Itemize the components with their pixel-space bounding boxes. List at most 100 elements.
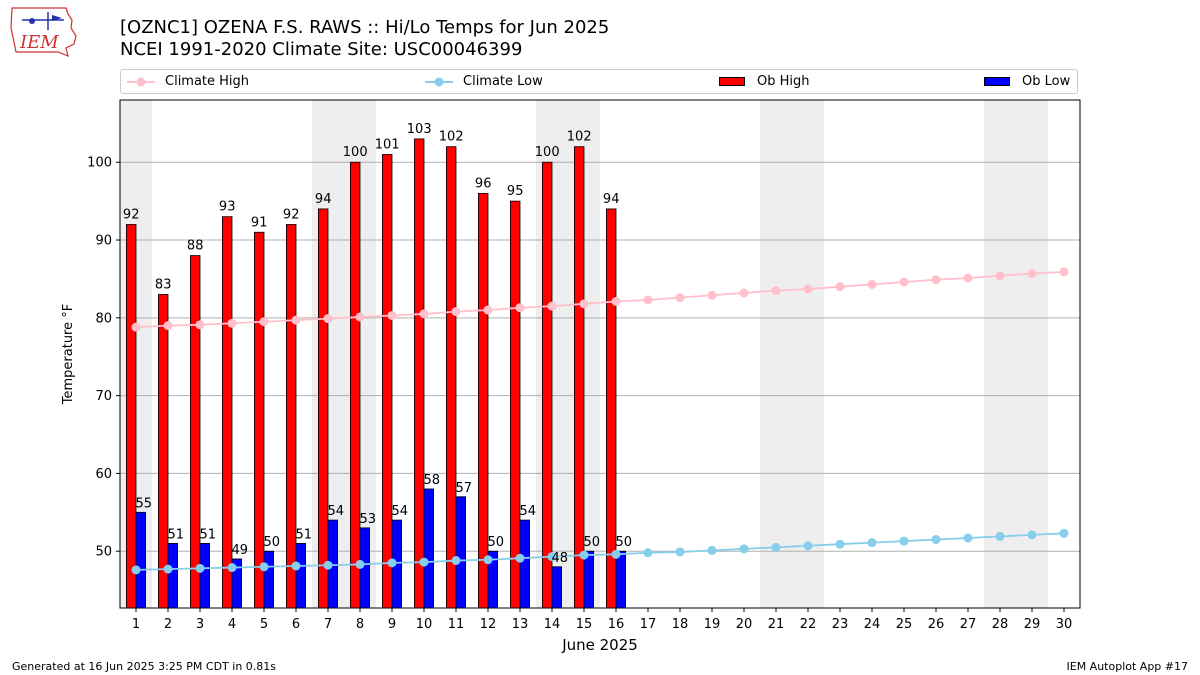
climate-high-point xyxy=(611,296,621,306)
bar-ob-low xyxy=(519,519,531,609)
y-tick-label: 60 xyxy=(95,467,112,482)
climate-high-point xyxy=(163,321,173,331)
climate-high-point xyxy=(675,293,685,303)
data-label-ob-low: 50 xyxy=(264,535,281,550)
svg-text:IEM: IEM xyxy=(19,32,59,53)
x-tick-label: 2 xyxy=(164,617,172,632)
x-tick-label: 30 xyxy=(1056,617,1073,632)
bar-ob-low xyxy=(199,543,211,609)
y-tick-label: 70 xyxy=(95,389,112,404)
climate-high-line xyxy=(135,271,1065,329)
x-tick-label: 16 xyxy=(608,617,625,632)
bar-ob-high xyxy=(381,154,393,609)
legend-label-climate-low: Climate Low xyxy=(463,74,543,89)
climate-high-point xyxy=(579,299,589,309)
climate-low-point xyxy=(867,538,877,548)
x-tick-label: 19 xyxy=(704,617,721,632)
x-tick-label: 13 xyxy=(512,617,529,632)
legend-label-ob-low: Ob Low xyxy=(1022,74,1071,89)
iem-logo: IEM xyxy=(10,7,77,57)
data-label-ob-high: 93 xyxy=(219,200,236,215)
chart-title: [OZNC1] OZENA F.S. RAWS :: Hi/Lo Temps f… xyxy=(120,17,610,38)
x-tick-label: 8 xyxy=(356,617,364,632)
data-label-ob-high: 100 xyxy=(343,145,368,160)
climate-high-point xyxy=(515,303,525,313)
climate-low-point xyxy=(163,564,173,574)
legend-marker-climate-high xyxy=(127,77,155,86)
climate-low-point xyxy=(675,547,685,557)
weekend-shade xyxy=(760,100,792,608)
y-axis-label: Temperature °F xyxy=(61,304,76,405)
climate-low-point xyxy=(355,559,365,569)
x-tick-label: 6 xyxy=(292,617,300,632)
climate-high-point xyxy=(451,307,461,317)
climate-low-point xyxy=(579,550,589,560)
legend-swatch-ob-high xyxy=(719,77,745,86)
data-label-ob-low: 48 xyxy=(552,551,569,566)
climate-low-point xyxy=(195,563,205,573)
data-label-ob-low: 50 xyxy=(616,535,633,550)
data-label-ob-high: 95 xyxy=(507,184,524,199)
data-label-ob-low: 54 xyxy=(520,504,537,519)
chart-legend: Climate High Climate Low Ob High Ob Low xyxy=(120,69,1078,94)
climate-low-point xyxy=(963,533,973,543)
climate-low-point xyxy=(931,535,941,545)
data-label-ob-high: 102 xyxy=(567,130,592,145)
climate-low-point xyxy=(1059,528,1069,538)
climate-high-point xyxy=(867,279,877,289)
bar-ob-low xyxy=(263,550,275,609)
legend-item-climate-high: Climate High xyxy=(127,70,249,93)
x-tick-label: 23 xyxy=(832,617,849,632)
x-tick-label: 15 xyxy=(576,617,593,632)
climate-low-point xyxy=(451,556,461,566)
plot-frame xyxy=(119,99,1081,609)
data-label-ob-low: 53 xyxy=(360,512,377,527)
data-label-ob-low: 51 xyxy=(200,527,217,542)
climate-low-point xyxy=(1027,530,1037,540)
bar-ob-high xyxy=(126,224,137,609)
climate-low-point xyxy=(323,560,333,570)
bar-ob-low xyxy=(423,488,435,609)
x-axis-label: June 2025 xyxy=(561,636,638,654)
climate-low-point xyxy=(707,545,717,555)
y-tick-label: 100 xyxy=(87,156,112,171)
climate-high-point xyxy=(643,295,653,305)
climate-high-point xyxy=(291,315,301,325)
climate-high-point xyxy=(387,310,397,320)
climate-high-point xyxy=(323,314,333,324)
legend-marker-climate-low xyxy=(425,77,453,86)
legend-swatch-ob-low xyxy=(984,77,1010,86)
climate-low-point xyxy=(899,536,909,546)
x-tick-label: 24 xyxy=(864,617,881,632)
bar-ob-low xyxy=(551,566,563,609)
climate-low-point xyxy=(739,544,749,554)
climate-low-point xyxy=(995,531,1005,541)
data-label-ob-low: 50 xyxy=(584,535,601,550)
x-tick-label: 28 xyxy=(992,617,1009,632)
data-label-ob-low: 51 xyxy=(296,527,313,542)
x-tick-label: 21 xyxy=(768,617,785,632)
legend-label-climate-high: Climate High xyxy=(165,74,250,89)
climate-high-point xyxy=(963,273,973,283)
bar-ob-high xyxy=(157,294,169,609)
legend-label-ob-high: Ob High xyxy=(757,74,810,89)
climate-high-point xyxy=(739,288,749,298)
climate-low-point xyxy=(643,548,653,558)
climate-low-point xyxy=(547,552,557,562)
chart-title-block: [OZNC1] OZENA F.S. RAWS :: Hi/Lo Temps f… xyxy=(120,17,609,61)
climate-high-point xyxy=(355,312,365,322)
x-tick-label: 26 xyxy=(928,617,945,632)
bar-ob-low xyxy=(455,496,467,609)
data-label-ob-high: 94 xyxy=(315,192,332,207)
data-label-ob-high: 103 xyxy=(407,122,432,137)
climate-high-point xyxy=(771,286,781,296)
data-label-ob-high: 91 xyxy=(251,215,268,230)
climate-high-point xyxy=(899,277,909,287)
data-label-ob-high: 102 xyxy=(439,130,464,145)
climate-low-point xyxy=(483,555,493,565)
data-label-ob-high: 101 xyxy=(375,137,400,152)
climate-low-point xyxy=(771,542,781,552)
footer-generated-text: Generated at 16 Jun 2025 3:25 PM CDT in … xyxy=(12,660,277,673)
data-label-ob-low: 50 xyxy=(488,535,505,550)
